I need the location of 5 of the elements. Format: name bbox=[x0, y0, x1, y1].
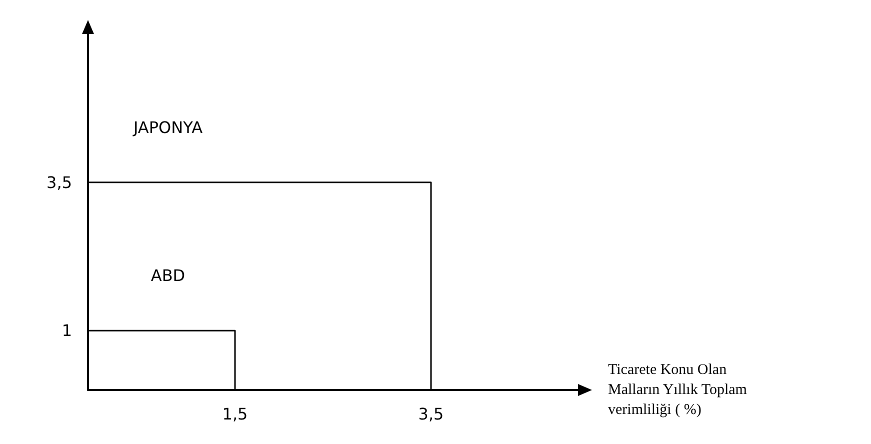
x-tick-label: 1,5 bbox=[222, 404, 248, 424]
y-tick-label: 1 bbox=[62, 321, 72, 340]
annotation: ABD bbox=[150, 266, 186, 286]
x-axis-title: Ticarete Konu Olan Malların Yıllık Toplam verimliliği ( %) bbox=[608, 362, 748, 418]
annotation: JAPONYA bbox=[132, 118, 203, 137]
